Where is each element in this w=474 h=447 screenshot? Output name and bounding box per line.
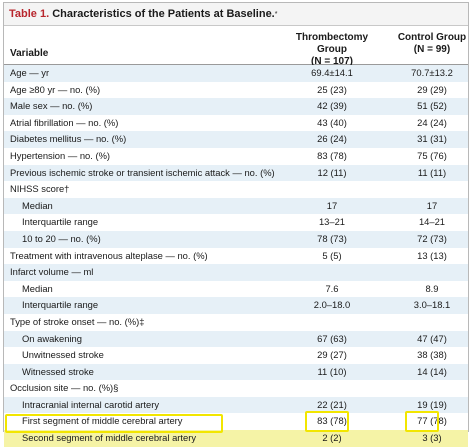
row-value-control: 31 (31) <box>417 133 447 145</box>
table-title: Characteristics of the Patients at Basel… <box>52 8 275 20</box>
row-label: On awakening <box>22 332 82 344</box>
section-label: Occlusion site — no. (%)§ <box>10 382 119 394</box>
row-label: Median <box>22 282 53 294</box>
row-value-control: 19 (19) <box>417 398 447 410</box>
row-value-thrombectomy: 43 (40) <box>317 116 347 128</box>
row-label: Interquartile range <box>22 299 99 311</box>
row-value-control: 77 (78) <box>417 415 447 427</box>
table-row: Median 17 17 <box>4 197 468 215</box>
row-value-control: 14 (14) <box>417 365 447 377</box>
row-value-thrombectomy: 2.0–18.0 <box>313 299 351 311</box>
row-label: Second segment of middle cerebral artery <box>22 432 197 444</box>
table-row-section: Occlusion site — no. (%)§ <box>4 380 468 397</box>
row-label: Intracranial internal carotid artery <box>22 398 160 410</box>
row-label: 10 to 20 — no. (%) <box>22 232 101 244</box>
row-label: Previous ischemic stroke or transient is… <box>10 166 275 178</box>
section-label: Infarct volume — ml <box>10 266 94 278</box>
row-value-control: 13 (13) <box>417 249 447 261</box>
row-label: Male sex — no. (%) <box>10 100 93 112</box>
row-value-thrombectomy: 78 (73) <box>317 232 347 244</box>
row-label: Age — yr <box>10 67 50 78</box>
table-row-section: Infarct volume — ml <box>4 264 468 281</box>
section-label: NIHSS score† <box>10 183 70 195</box>
row-label: Witnessed stroke <box>22 365 94 377</box>
table-row: First segment of middle cerebral artery 8… <box>4 413 468 430</box>
row-value-thrombectomy: 67 (63) <box>317 332 347 344</box>
row-value-thrombectomy: 25 (23) <box>317 83 347 95</box>
row-value-thrombectomy: 13–21 <box>318 216 346 228</box>
table-row: Male sex — no. (%) 42 (39) 51 (52) <box>4 98 468 115</box>
row-value-thrombectomy: 83 (78) <box>317 415 347 427</box>
row-label: Median <box>22 199 53 211</box>
table-row: Atrial fibrillation — no. (%) 43 (40) 24 (… <box>4 115 468 132</box>
row-value-thrombectomy: 2 (2) <box>322 432 342 444</box>
row-label: Hypertension — no. (%) <box>10 149 111 161</box>
header-variable: Variable <box>10 48 49 59</box>
row-value-control: 17 <box>426 199 438 211</box>
table-row: 10 to 20 — no. (%) 78 (73) 72 (73) <box>4 230 468 248</box>
row-value-thrombectomy: 5 (5) <box>322 249 342 261</box>
table-row-section: Type of stroke onset — no. (%)‡ <box>4 314 468 331</box>
table-row-section: NIHSS score† <box>4 181 468 198</box>
row-value-thrombectomy: 69.4±14.1 <box>311 67 353 78</box>
header-group2-name: Control Group <box>397 32 467 43</box>
table-row: Treatment with intravenous alteplase — n… <box>4 248 468 265</box>
table-row: Hypertension — no. (%) 83 (78) 75 (76) <box>4 148 468 165</box>
row-value-control: 3 (3) <box>422 432 442 444</box>
row-value-control: 14–21 <box>418 216 446 228</box>
row-value-thrombectomy: 26 (24) <box>317 133 347 145</box>
row-label: Unwitnessed stroke <box>22 349 104 361</box>
row-value-control: 3.0–18.1 <box>413 299 451 311</box>
header-group1-n: (N = 107) <box>311 56 353 67</box>
row-value-control: 72 (73) <box>417 232 447 244</box>
row-value-thrombectomy: 7.6 <box>325 282 339 294</box>
table-number: Table 1. <box>9 8 50 20</box>
row-value-thrombectomy: 12 (11) <box>317 166 347 178</box>
row-value-control: 75 (76) <box>417 149 447 161</box>
table-row: Age — yr 69.4±14.1 70.7±13.2 <box>4 65 468 82</box>
header-group2-n: (N = 99) <box>413 44 451 55</box>
row-value-control: 47 (47) <box>417 332 447 344</box>
table-row: Median 7.6 8.9 <box>4 281 468 298</box>
row-value-control: 29 (29) <box>417 83 447 95</box>
table-row: On awakening 67 (63) 47 (47) <box>4 330 468 348</box>
row-label: First segment of middle cerebral artery <box>22 415 183 427</box>
row-label: Diabetes mellitus — no. (%) <box>10 133 127 145</box>
table-row: Witnessed stroke 11 (10) 14 (14) <box>4 363 468 381</box>
row-value-thrombectomy: 29 (27) <box>317 349 347 361</box>
row-value-control: 8.9 <box>425 282 439 294</box>
table-row: Interquartile range 2.0–18.0 3.0–18.1 <box>4 297 468 314</box>
row-label: Age ≥80 yr — no. (%) <box>10 83 101 95</box>
title-footnote-mark: * <box>274 10 278 18</box>
table-frame: Table 1. Characteristics of the Patients… <box>3 2 469 447</box>
table-row: Interquartile range 13–21 14–21 <box>4 214 468 231</box>
table-row-highlighted: Second segment of middle cerebral artery… <box>4 430 468 447</box>
row-value-thrombectomy: 83 (78) <box>317 149 347 161</box>
row-label: Interquartile range <box>22 216 99 228</box>
row-value-control: 38 (38) <box>417 349 447 361</box>
row-value-thrombectomy: 17 <box>326 199 338 211</box>
section-label: Type of stroke onset — no. (%)‡ <box>10 315 145 327</box>
row-value-control: 70.7±13.2 <box>411 67 453 78</box>
table-row: Diabetes mellitus — no. (%) 26 (24) 31 (31… <box>4 131 468 148</box>
table-body: Age — yr 69.4±14.1 70.7±13.2 Age ≥80 yr — … <box>4 65 468 447</box>
table-row: Previous ischemic stroke or transient is… <box>4 164 468 182</box>
row-label: Atrial fibrillation — no. (%) <box>10 116 119 128</box>
row-value-thrombectomy: 11 (10) <box>317 365 347 377</box>
header-thrombectomy-group: Thrombectomy Group (N = 107) <box>282 32 382 68</box>
table-title-bar: Table 1. Characteristics of the Patients… <box>4 3 468 26</box>
row-value-control: 24 (24) <box>417 116 447 128</box>
table-header: Variable Thrombectomy Group (N = 107) Co… <box>4 26 468 68</box>
row-label: Treatment with intravenous alteplase — n… <box>10 249 208 261</box>
table-row: Unwitnessed stroke 29 (27) 38 (38) <box>4 347 468 364</box>
header-control-group: Control Group (N = 99) <box>382 32 474 56</box>
table-row: Intracranial internal carotid artery 22 (… <box>4 396 468 414</box>
row-value-thrombectomy: 42 (39) <box>317 100 347 112</box>
header-group1-name: Thrombectomy Group <box>295 32 369 55</box>
row-value-control: 11 (11) <box>417 166 447 178</box>
row-value-thrombectomy: 22 (21) <box>317 398 347 410</box>
table-row: Age ≥80 yr — no. (%) 25 (23) 29 (29) <box>4 82 468 99</box>
row-value-control: 51 (52) <box>417 100 447 112</box>
